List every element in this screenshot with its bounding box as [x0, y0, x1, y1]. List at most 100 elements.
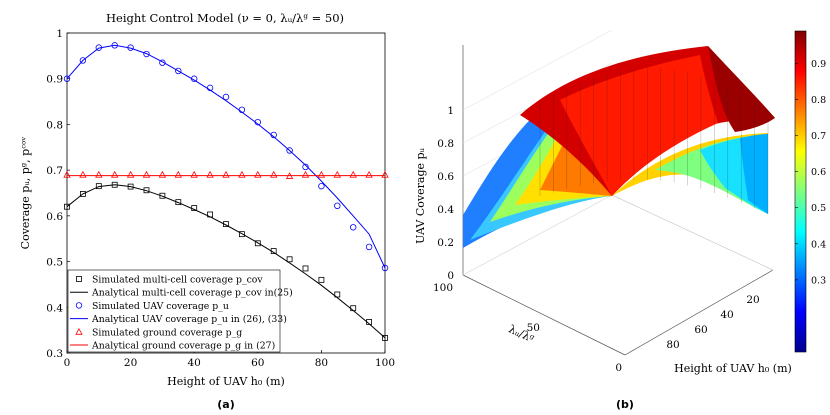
chart-a-data-point — [63, 75, 71, 82]
chart-a-data-point — [254, 170, 262, 178]
chart-a-legend-label: Analytical ground coverage p_g in (27) — [91, 341, 275, 352]
chart-a-data-point — [381, 264, 389, 272]
chart-b-panel-label: (b) — [616, 398, 634, 411]
chart-a-data-point — [222, 170, 230, 178]
chart-a-data-point — [334, 202, 341, 209]
chart-a-series-3 — [66, 44, 386, 269]
chart-a-data-point — [254, 240, 261, 247]
chart-a-data-point — [317, 170, 326, 178]
chart-a-data-point — [142, 170, 151, 178]
chart-a-data-point — [95, 170, 103, 178]
chart-a-data-point — [159, 59, 166, 66]
chart-a-data-point — [382, 335, 388, 341]
chart-b-h-tick-label: 20 — [746, 294, 759, 306]
chart-a-data-point — [365, 170, 373, 178]
chart-b-h-tick-label: 80 — [666, 339, 679, 351]
chart-a-data-point — [143, 50, 150, 58]
chart-b-colorbar-tick-label: 0.3 — [811, 275, 826, 286]
chart-a-legend-label: Analytical multi-cell coverage p_cov in(… — [91, 288, 293, 299]
chart-b-z-tick-label: 1 — [447, 105, 454, 117]
chart-a-data-point — [302, 163, 309, 171]
chart-a-y-tick-label: 0.3 — [46, 348, 63, 360]
chart-b-surface — [463, 46, 775, 248]
chart-a-series-1 — [66, 184, 386, 339]
chart-a-x-tick-label: 20 — [124, 357, 137, 369]
chart-a-y-tick-label: 0.8 — [46, 119, 63, 131]
chart-a-y-tick-label: 0.4 — [46, 302, 63, 314]
chart-a-data-point — [175, 67, 182, 75]
chart-a-legend-swatch — [76, 276, 82, 282]
chart-b-h-tick-label: 40 — [720, 309, 733, 321]
chart-b-colorbar-tick-label: 0.9 — [811, 59, 826, 70]
chart-a-legend-label: Simulated multi-cell coverage p_cov — [92, 275, 263, 286]
chart-a-y-tick-label: 0.6 — [46, 211, 63, 223]
chart-a-data-point — [318, 276, 325, 283]
chart-b-z-axis-label: UAV Coverage pᵤ — [414, 147, 427, 243]
chart-a-data-point — [222, 93, 230, 101]
chart-a-data-point — [174, 170, 182, 178]
chart-a-data-point — [381, 170, 389, 178]
chart-b-colorbar-gradient — [794, 30, 807, 353]
chart-a-x-tick-label: 40 — [188, 357, 201, 369]
chart-a-y-tick-label: 1 — [56, 28, 63, 40]
chart-b-colorbar-tick-label: 0.7 — [811, 131, 826, 142]
chart-a-series-line — [66, 44, 386, 269]
chart-a-panel-label: (a) — [217, 398, 234, 411]
chart-a-data-point — [190, 170, 198, 178]
chart-b-colorbar-tick-label: 0.6 — [811, 167, 826, 178]
chart-b-ratio-tick-label: 0 — [615, 362, 622, 374]
chart-a-data-point — [318, 182, 325, 190]
chart-a-line-plot: Height Control Model (ν = 0, λᵤ/λᵍ = 50)… — [19, 11, 395, 411]
chart-a-data-point — [64, 203, 70, 210]
chart-b-colorbar-tick-label: 0.8 — [811, 95, 826, 106]
chart-a-data-point — [350, 224, 357, 231]
chart-b-z-tick-label: 0 — [447, 270, 454, 282]
chart-a-title: Height Control Model (ν = 0, λᵤ/λᵍ = 50) — [106, 11, 344, 25]
chart-b-z-tick-label: 0.2 — [437, 237, 454, 249]
chart-b-h-tick-label: 60 — [694, 324, 707, 336]
chart-a-legend-label: Simulated UAV coverage p_u — [92, 301, 229, 312]
chart-b-ratio-tick-label: 50 — [527, 322, 540, 334]
chart-b-colorbar-tick-label: 0.5 — [811, 203, 826, 214]
chart-a-data-point — [334, 291, 341, 298]
chart-b-grid-line — [462, 29, 613, 111]
chart-a-x-tick-label: 100 — [375, 357, 395, 369]
chart-b-z-tick-label: 0.8 — [437, 138, 454, 150]
chart-a-data-point — [270, 170, 278, 178]
chart-a-data-point — [206, 170, 214, 178]
chart-a-legend-swatch — [75, 327, 83, 335]
chart-b-z-tick-label: 0.4 — [437, 204, 454, 216]
chart-a-data-point — [349, 170, 357, 178]
chart-a-x-tick-label: 0 — [64, 357, 71, 369]
chart-a-y-tick-label: 0.7 — [46, 165, 63, 177]
chart-a-y-axis-label: Coverage pᵤ, pᵍ, pᶜᵒᵛ — [19, 137, 32, 250]
chart-a-y-tick-label: 0.5 — [46, 257, 63, 269]
chart-a-y-tick-label: 0.9 — [46, 74, 63, 86]
chart-a-data-point — [286, 147, 293, 154]
chart-a-data-point — [238, 231, 245, 238]
chart-b-colorbar: 0.3 0.4 0.5 0.6 0.7 0.8 0.9 — [794, 30, 826, 353]
chart-a-data-point — [158, 170, 167, 178]
chart-a-x-axis-label: Height of UAV h₀ (m) — [167, 375, 285, 388]
chart-a-data-point — [175, 199, 182, 206]
chart-b-grid-line — [462, 194, 613, 276]
chart-b-colorbar-tick-label: 0.4 — [811, 239, 826, 250]
chart-a-legend-label: Analytical UAV coverage p_u in (26), (33… — [91, 314, 287, 325]
chart-a-legend-swatch — [75, 302, 83, 309]
chart-a-data-point — [79, 57, 87, 64]
chart-a-data-point — [63, 170, 71, 178]
chart-b-h-axis-label: Height of UAV h₀ (m) — [674, 362, 792, 375]
chart-a-data-point — [365, 243, 373, 251]
chart-a-series-4 — [63, 170, 389, 179]
chart-a-data-point — [238, 170, 246, 178]
chart-a-data-point — [286, 256, 293, 263]
chart-a-data-point — [79, 170, 87, 178]
chart-a-data-point — [126, 170, 135, 178]
chart-b-ratio-tick-label: 100 — [433, 282, 453, 294]
chart-a-x-tick-label: 60 — [251, 357, 264, 369]
chart-a-data-point — [111, 170, 119, 178]
chart-a-x-tick-label: 80 — [315, 357, 328, 369]
chart-a-data-point — [333, 170, 341, 178]
